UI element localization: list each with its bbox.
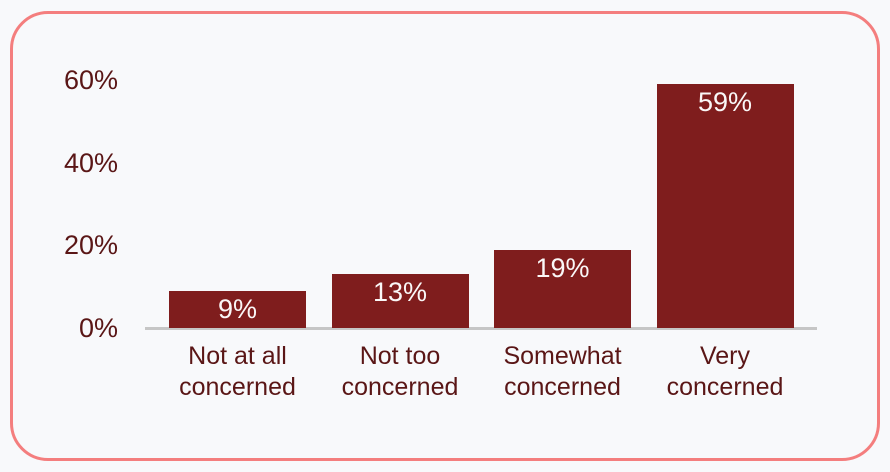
y-axis-tick-label: 40% — [63, 147, 118, 178]
x-category-label: Somewhat concerned — [503, 342, 622, 401]
y-axis-tick-label: 20% — [63, 230, 118, 261]
bar-3: 59% — [656, 84, 794, 328]
bar-value-label: 13% — [372, 277, 428, 308]
bar-value-label: 9% — [217, 293, 258, 324]
x-category-label: Not too concerned — [341, 342, 459, 401]
bar-0: 9% — [169, 290, 306, 328]
x-axis-line — [145, 327, 817, 330]
x-category-label: Very concerned — [666, 342, 784, 401]
bar-2: 19% — [494, 249, 631, 328]
y-axis-tick-label: 60% — [63, 65, 118, 96]
x-category-label: Not at all concerned — [179, 342, 296, 401]
bar-1: 13% — [331, 274, 469, 328]
bar-value-label: 19% — [535, 252, 590, 283]
bar-value-label: 59% — [697, 87, 753, 118]
y-axis-tick-label: 0% — [78, 313, 118, 343]
